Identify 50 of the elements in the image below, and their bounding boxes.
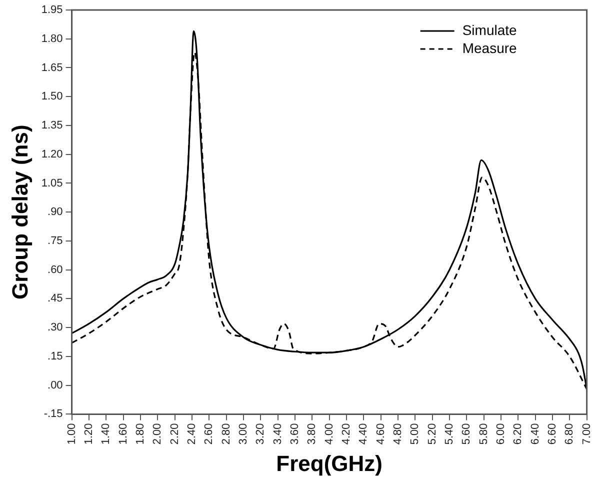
x-tick-label: 4.00	[323, 423, 336, 445]
x-tick-label: 6.60	[546, 423, 558, 445]
y-tick-label: 1.80	[41, 32, 63, 45]
x-tick-label: 5.20	[426, 423, 438, 445]
x-tick-label: 4.80	[392, 423, 404, 445]
x-tick-label: 2.80	[220, 423, 232, 445]
y-tick-label: 1.20	[41, 148, 63, 160]
x-tick-label: 1.80	[134, 423, 147, 445]
x-tick-label: 7.00	[580, 423, 593, 445]
x-tick-label: 3.20	[254, 423, 267, 445]
y-tick-label: 1.50	[41, 90, 63, 103]
x-tick-label: 4.20	[340, 423, 352, 445]
x-tick-label: 2.40	[186, 423, 198, 445]
x-tick-label: 1.20	[83, 423, 96, 445]
x-tick-label: 6.40	[529, 423, 542, 445]
x-tick-label: 6.20	[512, 423, 524, 445]
x-tick-label: 5.40	[444, 423, 456, 445]
x-tick-label: 4.60	[374, 423, 387, 445]
x-tick-label: 1.60	[117, 423, 130, 445]
x-tick-label: 3.80	[306, 423, 318, 445]
y-tick-label: 1.95	[41, 4, 63, 16]
x-tick-label: 2.20	[168, 423, 181, 445]
x-tick-label: 3.40	[272, 423, 284, 445]
x-tick-label: 2.60	[203, 423, 216, 445]
x-axis-title: Freq(GHz)	[276, 450, 382, 476]
y-tick-label: 1.05	[41, 177, 63, 190]
y-tick-label: .45	[48, 292, 63, 305]
x-tick-label: 6.80	[564, 423, 576, 445]
legend-label: Simulate	[462, 22, 518, 38]
x-tick-label: 1.00	[66, 423, 78, 445]
x-tick-label: 5.00	[409, 423, 422, 445]
y-tick-label: .00	[48, 379, 63, 392]
y-tick-label: -.15	[44, 408, 63, 420]
x-tick-label: 5.60	[460, 423, 473, 445]
y-tick-label: .90	[48, 206, 63, 218]
x-tick-label: 5.80	[478, 423, 490, 445]
x-tick-label: 2.00	[152, 423, 164, 445]
x-tick-label: 3.60	[289, 423, 302, 445]
y-axis-title: Group delay (ns)	[7, 124, 32, 300]
x-tick-label: 6.00	[495, 423, 507, 445]
x-tick-label: 3.00	[238, 423, 250, 445]
y-tick-label: 1.65	[41, 62, 63, 74]
y-tick-label: .30	[48, 322, 63, 334]
y-tick-label: .60	[48, 264, 63, 276]
y-tick-label: .75	[48, 234, 63, 247]
legend-label: Measure	[462, 40, 518, 56]
x-tick-label: 1.40	[100, 423, 112, 445]
x-tick-label: 4.40	[358, 423, 370, 445]
y-tick-label: 1.35	[41, 120, 63, 132]
y-tick-label: .15	[48, 350, 63, 362]
